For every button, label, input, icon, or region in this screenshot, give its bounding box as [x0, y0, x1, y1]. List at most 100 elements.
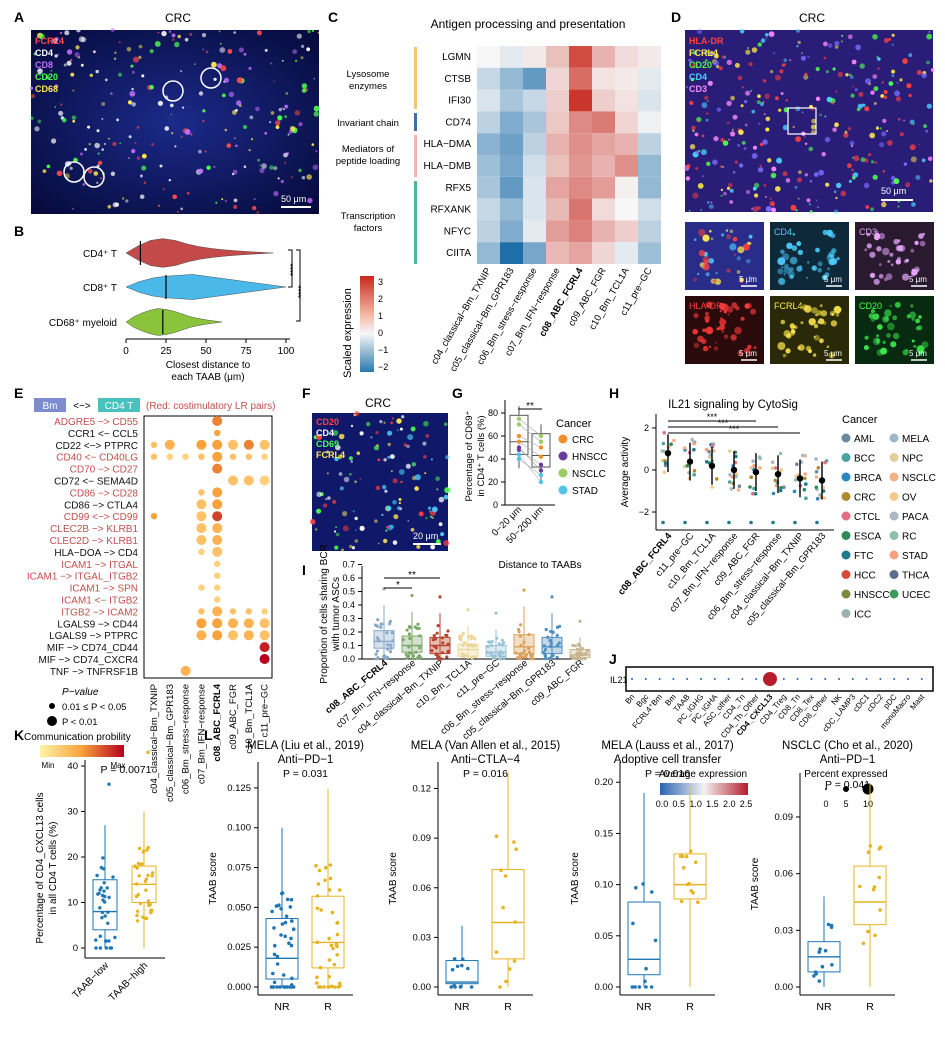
lr-dot — [261, 453, 268, 460]
cell-signal — [310, 519, 316, 525]
cell-signal — [697, 29, 702, 35]
score-point — [271, 985, 276, 989]
column-label: c07_Bm_IFN−response — [196, 684, 207, 784]
percentage-point — [98, 934, 103, 938]
legend-swatch — [558, 434, 568, 444]
score-point — [289, 936, 293, 941]
cell-signal — [853, 172, 859, 178]
crop-signal — [872, 313, 880, 320]
gene-label: RFX5 — [445, 183, 471, 194]
cell-signal — [730, 131, 736, 137]
cell-signal — [815, 66, 820, 72]
crop-signal — [872, 337, 881, 346]
x-tick-label: TAAB−high — [107, 960, 150, 1003]
cell-signal — [857, 103, 863, 109]
activity-point — [814, 485, 819, 490]
cell-signal — [880, 94, 885, 98]
cell-signal — [284, 104, 289, 109]
percentage-point — [137, 846, 142, 851]
cell-signal — [776, 157, 783, 164]
cell-signal — [93, 171, 99, 176]
percentage-point — [102, 881, 106, 885]
score-point — [650, 890, 654, 894]
cell-signal — [82, 183, 86, 186]
comm-legend-min: Min — [42, 761, 55, 770]
cell-signal — [390, 470, 393, 473]
avg-expr-tick: 1.0 — [689, 799, 702, 809]
cell-signal — [430, 544, 436, 550]
cell-signal — [436, 488, 439, 491]
cell-signal — [741, 141, 746, 145]
heatmap-cell — [500, 89, 523, 112]
axis-k-ylabel-1: Percentage of CD4_CXCL13 cells — [35, 792, 46, 943]
cell-signal — [101, 102, 106, 106]
crop-signal — [873, 234, 880, 241]
score-point — [290, 976, 294, 981]
cell-signal — [157, 31, 160, 34]
proportion-point — [522, 640, 526, 644]
crop-signal — [748, 241, 752, 246]
cell-signal — [862, 103, 866, 107]
heatmap-cell — [592, 176, 615, 199]
plot-subtitle: Anti−PD−1 — [278, 754, 334, 766]
dotplot-e-columns: c04_classical−Bm_TXNIP c05_classical−Bm_G… — [149, 683, 271, 802]
heatmap-cell — [615, 111, 638, 134]
cell-signal — [206, 165, 211, 170]
score-point — [317, 868, 322, 873]
crop-signal — [870, 309, 875, 314]
crop-signal — [876, 246, 882, 252]
outlier-point — [466, 608, 470, 612]
cell-signal — [294, 110, 300, 116]
cell-signal — [796, 29, 800, 33]
crop-signal — [719, 310, 723, 313]
crop-signal — [910, 248, 915, 253]
cell-signal — [445, 455, 450, 460]
cell-signal — [927, 156, 933, 161]
cell-signal — [52, 38, 58, 44]
heatmap-cell — [523, 198, 546, 221]
sig-label: *** — [707, 412, 718, 422]
colorbar-tick: 2 — [378, 294, 383, 304]
cell-signal — [392, 540, 398, 545]
marker-d-4: CD3 — [689, 84, 707, 94]
proportion-point — [571, 656, 575, 660]
expression-dot-high — [763, 672, 777, 686]
axis-ylabel: TAAB score — [208, 852, 219, 905]
cell-signal — [374, 519, 378, 523]
lr-dot — [212, 439, 223, 450]
cell-signal — [396, 418, 402, 424]
crop-signal — [721, 330, 724, 333]
outlier-point — [494, 611, 498, 615]
cell-signal — [72, 89, 75, 92]
cell-signal — [912, 123, 915, 126]
crop-signal — [894, 301, 901, 308]
score-point — [679, 899, 684, 904]
lr-dot — [259, 630, 270, 641]
tick-label: 0.05 — [595, 931, 614, 942]
pvalue-legend-large-dot — [47, 716, 57, 726]
heatmap-cell — [615, 198, 638, 221]
score-point — [653, 938, 658, 943]
proportion-point — [431, 638, 435, 642]
crop-scale: 5 μm — [824, 275, 842, 284]
cell-signal — [798, 170, 802, 174]
score-point — [335, 953, 340, 957]
crop-signal — [747, 344, 752, 350]
heatmap-cell — [477, 111, 500, 134]
lr-dot — [243, 439, 254, 450]
cell-signal — [752, 206, 759, 213]
expression-dot — [893, 678, 896, 680]
proportion-point — [470, 656, 474, 660]
proportion-point — [434, 652, 439, 656]
cell-signal — [882, 118, 887, 123]
cell-signal — [765, 116, 771, 122]
cell-signal — [726, 59, 732, 66]
heatmap-cell — [592, 198, 615, 221]
heatmap-cell — [546, 242, 569, 264]
mean-point — [708, 462, 716, 469]
percentage-point — [107, 939, 111, 943]
cell-signal — [740, 29, 745, 34]
cell-signal — [273, 80, 275, 83]
